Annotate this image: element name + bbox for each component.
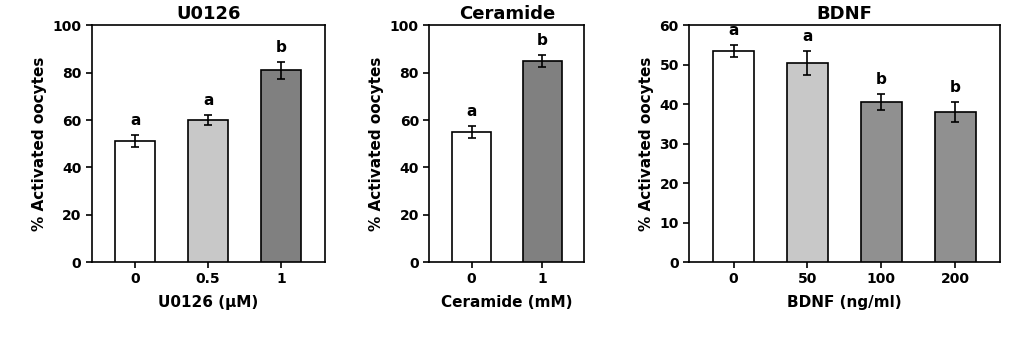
Bar [451,132,490,262]
Text: b: b [536,33,547,48]
Bar [860,102,901,262]
Text: a: a [802,29,812,44]
Text: a: a [728,23,738,38]
Title: BDNF: BDNF [815,4,871,23]
Bar [115,141,155,262]
X-axis label: BDNF (ng/ml): BDNF (ng/ml) [787,295,901,310]
Text: b: b [949,80,960,95]
Text: b: b [275,40,286,55]
Bar [787,63,827,262]
Text: a: a [203,93,213,108]
Y-axis label: % Activated oocytes: % Activated oocytes [32,56,47,231]
Text: a: a [130,114,141,128]
Y-axis label: % Activated oocytes: % Activated oocytes [638,56,653,231]
Y-axis label: % Activated oocytes: % Activated oocytes [369,56,384,231]
Title: Ceramide: Ceramide [459,4,554,23]
Bar [187,120,228,262]
Title: U0126: U0126 [175,4,240,23]
Bar [934,112,974,262]
Bar [523,61,561,262]
Bar [712,51,753,262]
Text: a: a [466,104,476,119]
X-axis label: U0126 (μM): U0126 (μM) [158,295,258,310]
Bar [261,70,301,262]
X-axis label: Ceramide (mM): Ceramide (mM) [441,295,572,310]
Text: b: b [875,72,886,87]
